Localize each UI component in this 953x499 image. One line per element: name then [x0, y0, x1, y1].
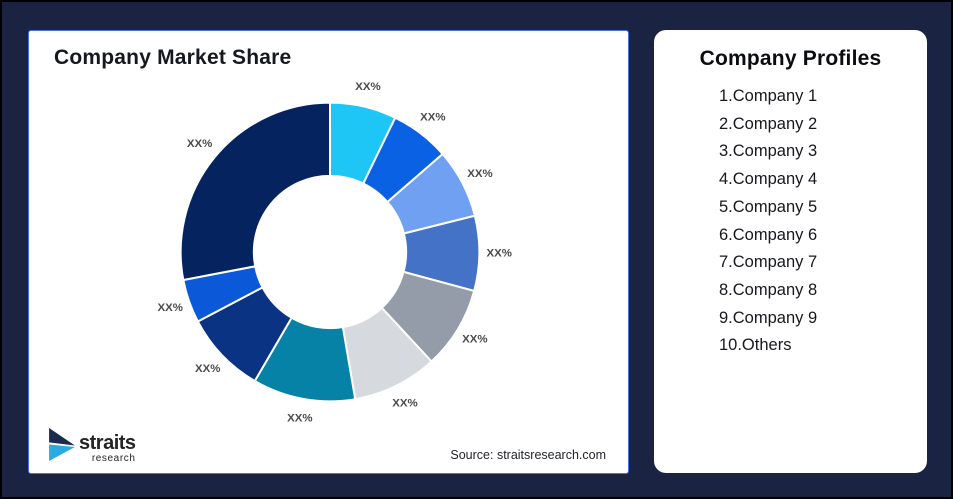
- segment-percent-label: XX%: [467, 168, 492, 180]
- company-list-item: 1.Company 1: [719, 87, 818, 105]
- donut-segment: [179, 101, 331, 281]
- segment-percent-label: XX%: [420, 112, 445, 124]
- profiles-title: Company Profiles: [699, 47, 882, 70]
- segment-percent-label: XX%: [157, 302, 182, 314]
- company-profiles-card: Company Profiles 1.Company 1 2.Company 2…: [654, 30, 927, 473]
- company-list: 1.Company 1 2.Company 2 3.Company 3 4.Co…: [654, 83, 927, 360]
- segment-percent-label: XX%: [392, 398, 417, 410]
- segment-percent-label: XX%: [355, 81, 380, 93]
- segment-percent-label: XX%: [195, 363, 220, 375]
- market-share-card: Company Market Share XX% XX% XX% XX% XX% XX% X…: [28, 30, 629, 474]
- logo-brand-text: straits: [79, 432, 136, 454]
- company-list-item: 6.Company 6: [719, 225, 818, 244]
- segment-percent-label: XX%: [487, 248, 512, 260]
- donut-chart: XX% XX% XX% XX% XX% XX% XX% XX% XX% XX%: [157, 81, 512, 425]
- company-list-item: 7.Company 7: [719, 253, 818, 272]
- company-list-item: 3.Company 3: [719, 142, 818, 161]
- company-list-item: 2.Company 2: [719, 114, 818, 133]
- logo-sub-text: research: [91, 453, 136, 464]
- source-note: Source: straitsresearch.com: [450, 448, 606, 462]
- company-list-item: 5.Company 5: [719, 197, 818, 216]
- company-list-item: 9.Company 9: [719, 308, 818, 327]
- segment-percent-label: XX%: [287, 413, 312, 425]
- straits-research-logo: straits research: [49, 428, 136, 464]
- company-list-item: 4.Company 4: [719, 170, 818, 189]
- company-list-item: 8.Company 8: [719, 280, 818, 299]
- segment-percent-label: XX%: [187, 138, 212, 150]
- company-list-item: 10.Others: [719, 336, 792, 355]
- segment-percent-label: XX%: [462, 334, 487, 346]
- logo-text: straits research: [79, 433, 136, 464]
- logo-arrow-icon: [49, 428, 75, 461]
- chart-title: Company Market Share: [54, 46, 292, 69]
